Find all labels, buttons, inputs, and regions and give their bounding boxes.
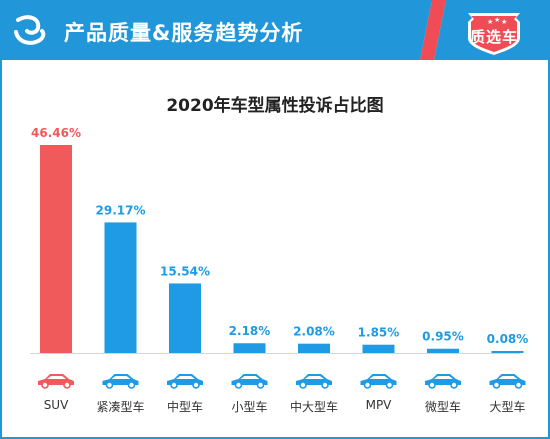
bar-value-label: 0.95% xyxy=(422,330,464,344)
category-label: 中型车 xyxy=(166,400,203,414)
category-label: 紧凑型车 xyxy=(96,400,145,414)
category-label: 小型车 xyxy=(231,400,268,414)
brand-logo-icon xyxy=(14,15,46,45)
category-label: 大型车 xyxy=(489,400,526,414)
svg-text:★: ★ xyxy=(487,18,493,26)
bar-6 xyxy=(427,348,459,353)
bar-value-label: 0.08% xyxy=(487,332,529,346)
bar-5 xyxy=(362,344,395,353)
bar-value-label: 2.08% xyxy=(293,325,335,339)
badge-label: 质选车 xyxy=(469,28,518,46)
svg-text:★: ★ xyxy=(494,16,500,24)
category-label: 中大型车 xyxy=(289,400,338,414)
mid-size-car-icon xyxy=(167,374,203,389)
mid-large-car-icon xyxy=(296,374,332,389)
bar-2 xyxy=(169,283,201,353)
category-label: MPV xyxy=(365,398,392,412)
bar-1 xyxy=(104,222,137,353)
bar-value-label: 29.17% xyxy=(96,203,146,217)
suv-car-icon xyxy=(38,374,74,389)
bar-7 xyxy=(491,351,524,353)
category-label: SUV xyxy=(43,398,69,412)
header-banner: ★ ★ ★ 产品质量&服务趋势分析 质选车 xyxy=(0,0,550,64)
bar-value-label: 46.46% xyxy=(31,126,81,140)
page-title: 产品质量&服务趋势分析 xyxy=(64,21,304,45)
bar-4 xyxy=(298,343,330,353)
bar-value-label: 2.18% xyxy=(229,324,271,338)
bar-3 xyxy=(233,343,266,353)
category-label: 微型车 xyxy=(424,400,461,414)
bar-value-label: 15.54% xyxy=(160,264,210,278)
large-car-icon xyxy=(489,374,526,389)
banner-graphic: ★ ★ ★ xyxy=(0,0,550,60)
badge-shield-icon: ★ ★ ★ xyxy=(468,13,520,55)
chart-title: 2020年车型属性投诉占比图 xyxy=(166,96,384,116)
mini-car-icon xyxy=(425,374,461,389)
bar-value-label: 1.85% xyxy=(358,326,400,340)
small-car-icon xyxy=(231,374,268,389)
compact-car-icon xyxy=(102,374,139,389)
bar-0 xyxy=(40,145,72,353)
svg-text:★: ★ xyxy=(501,18,507,26)
mpv-car-icon xyxy=(360,374,397,389)
